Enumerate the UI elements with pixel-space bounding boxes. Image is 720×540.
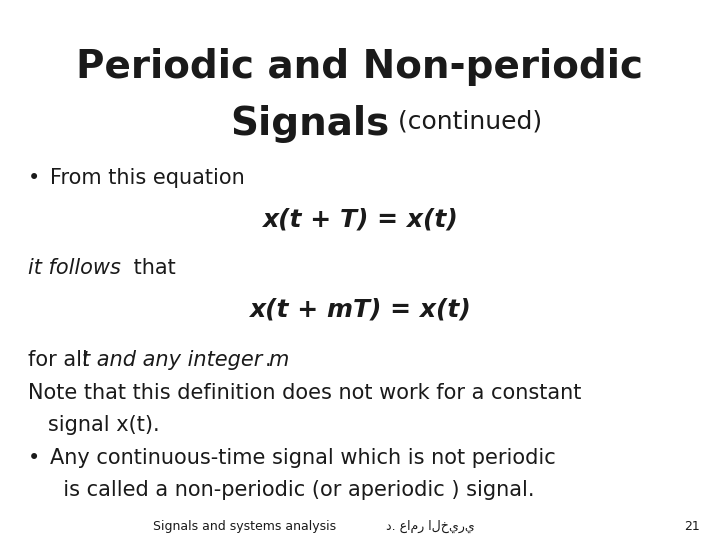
Text: Periodic and Non-periodic: Periodic and Non-periodic	[76, 48, 644, 86]
Text: Signals: Signals	[230, 105, 390, 143]
Text: signal x(t).: signal x(t).	[28, 415, 160, 435]
Text: Any continuous-time signal which is not periodic: Any continuous-time signal which is not …	[50, 448, 556, 468]
Text: x(t + T) = x(t): x(t + T) = x(t)	[262, 208, 458, 232]
Text: x(t + mT) = x(t): x(t + mT) = x(t)	[249, 298, 471, 322]
Text: for all: for all	[28, 350, 94, 370]
Text: .: .	[265, 350, 271, 370]
Text: (continued): (continued)	[390, 110, 542, 134]
Text: 21: 21	[684, 520, 700, 533]
Text: Signals and systems analysis: Signals and systems analysis	[153, 520, 336, 533]
Text: is called a non-periodic (or aperiodic ) signal.: is called a non-periodic (or aperiodic )…	[50, 480, 534, 500]
Text: Note that this definition does not work for a constant: Note that this definition does not work …	[28, 383, 581, 403]
Text: that: that	[127, 258, 176, 278]
Text: •: •	[28, 448, 40, 468]
Text: t and any integer m: t and any integer m	[82, 350, 289, 370]
Text: it follows: it follows	[28, 258, 121, 278]
Text: د. عامر الخيري: د. عامر الخيري	[386, 520, 474, 533]
Text: •: •	[28, 168, 40, 188]
Text: From this equation: From this equation	[50, 168, 245, 188]
